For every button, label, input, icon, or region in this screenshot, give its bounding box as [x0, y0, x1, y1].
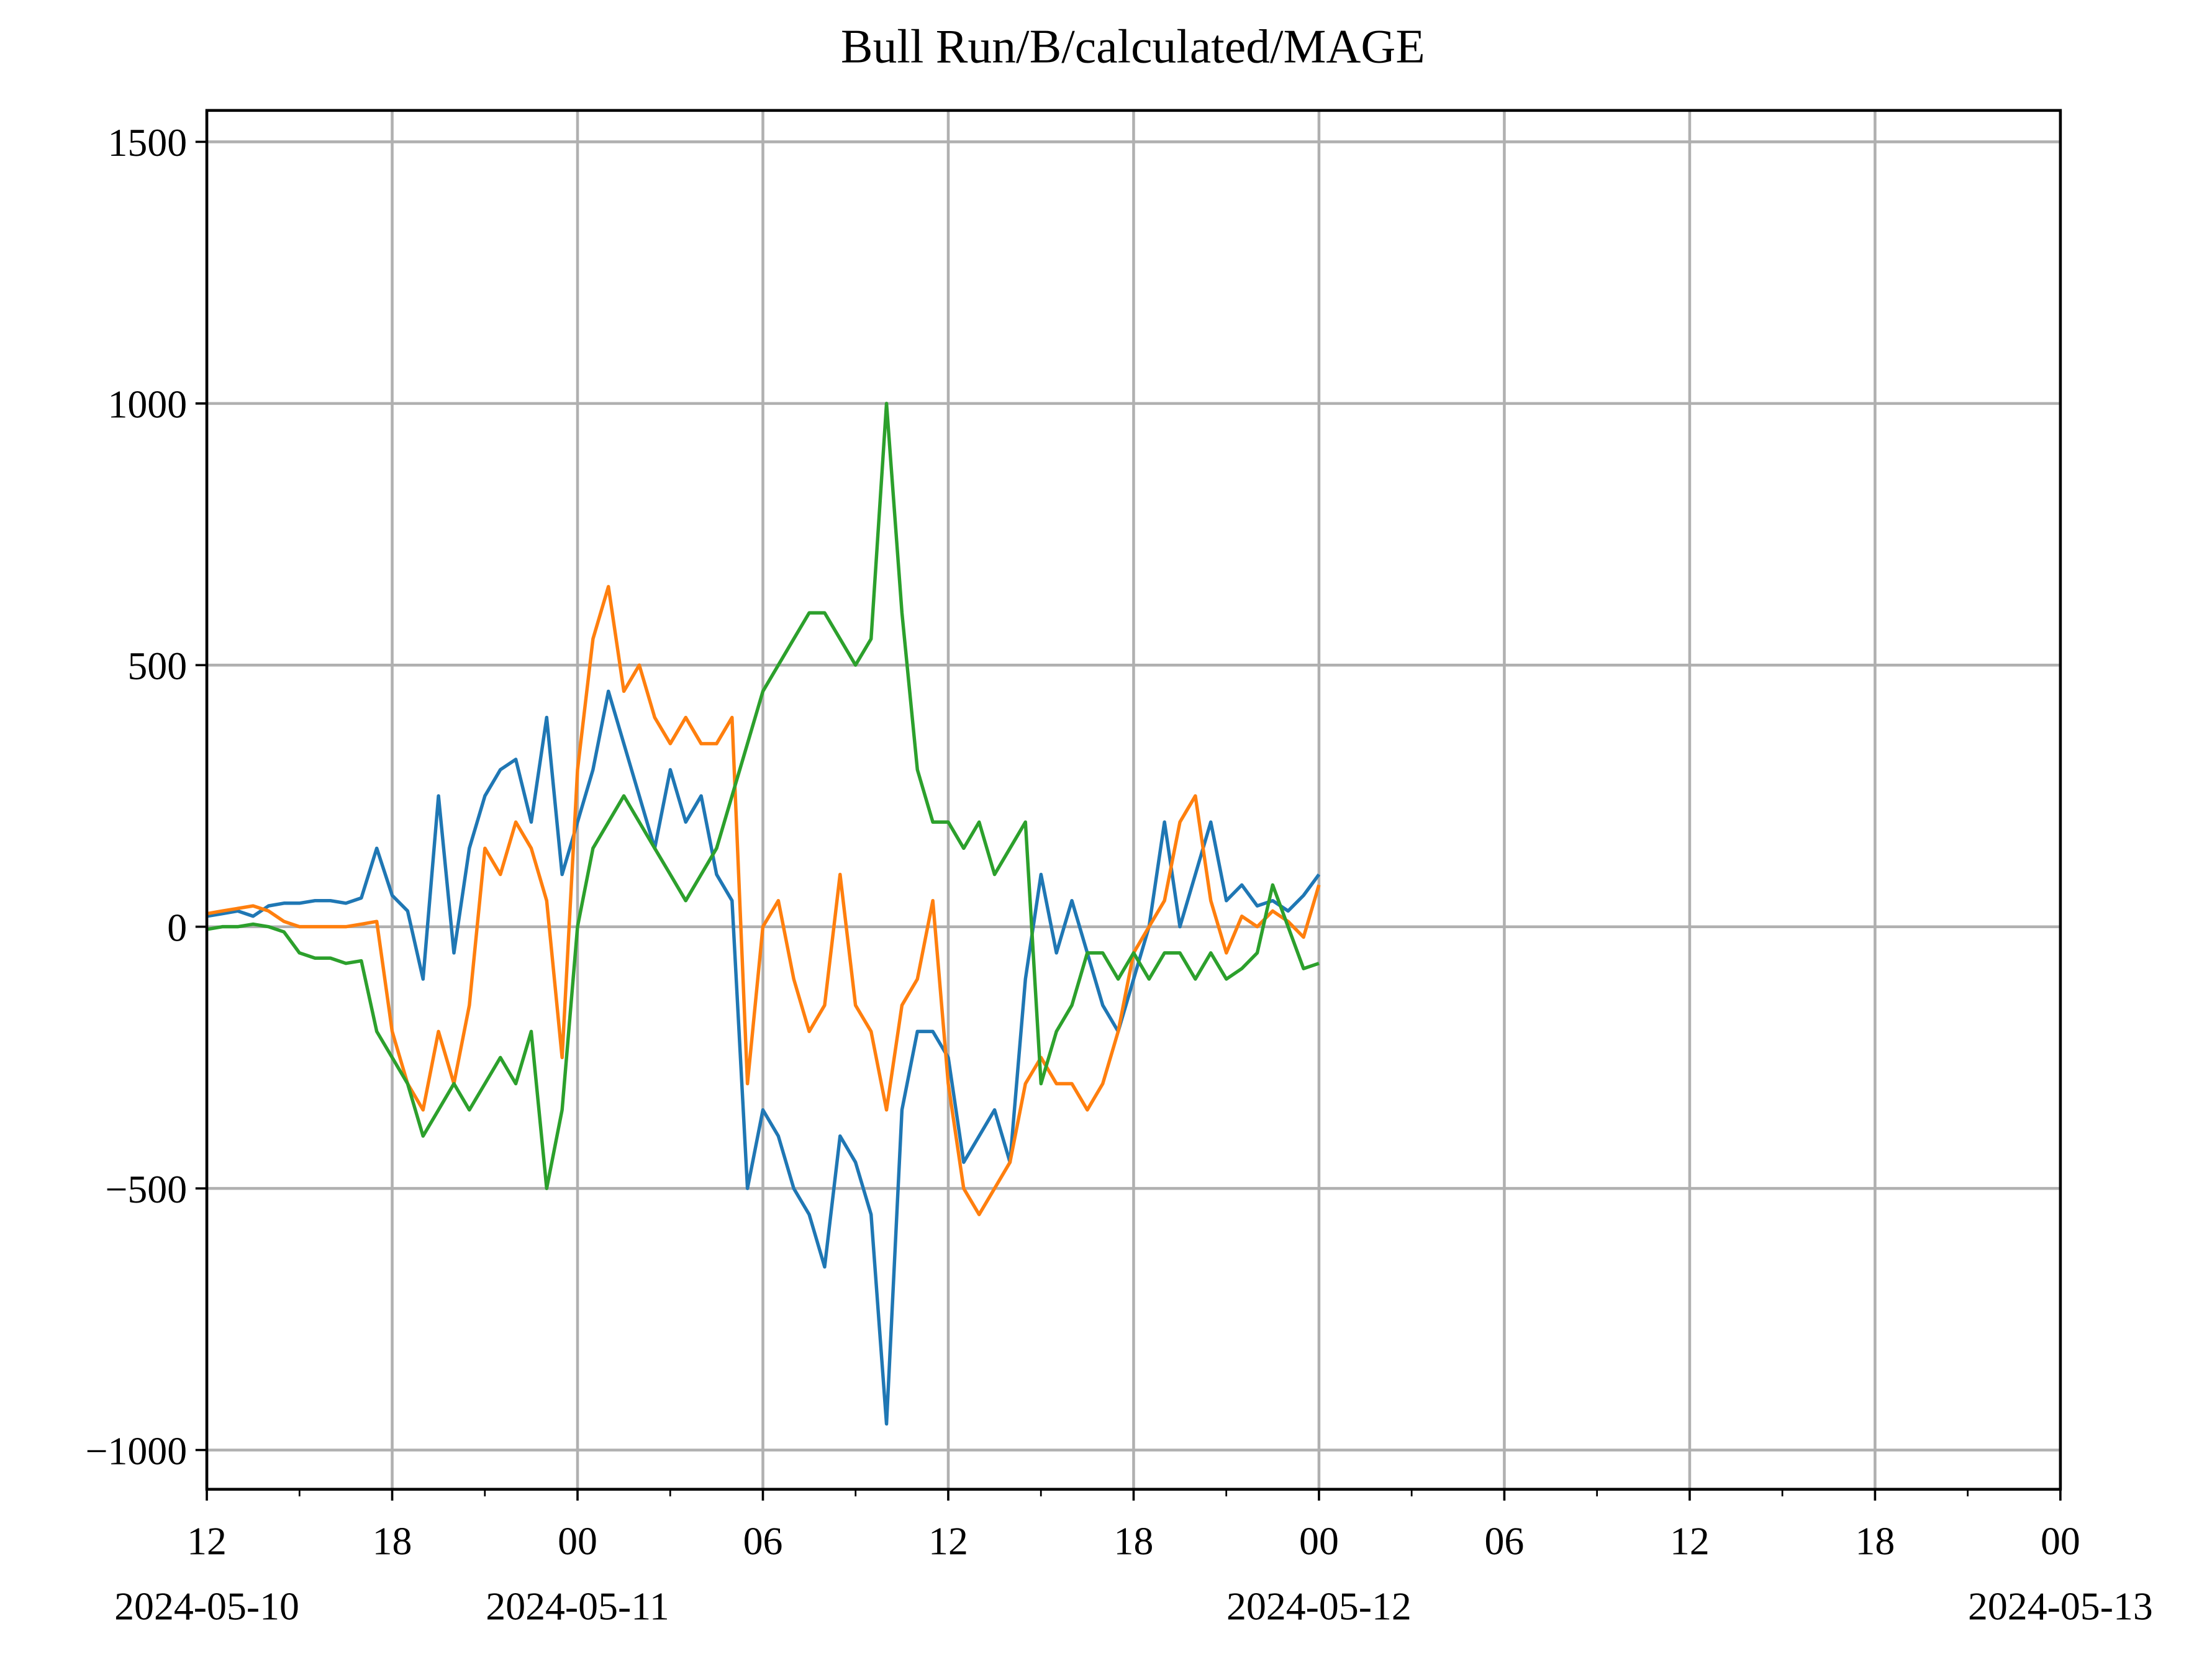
x-tick-label: 00: [2041, 1519, 2080, 1563]
chart-title: Bull Run/B/calculated/MAGE: [841, 19, 1425, 73]
x-tick-label: 00: [1299, 1519, 1339, 1563]
x-tick-label: 12: [1670, 1519, 1710, 1563]
x-tick-label: 12: [187, 1519, 227, 1563]
series-line: [206, 689, 1321, 1426]
x-tick-label: 00: [558, 1519, 597, 1563]
x-tick-date: 2024-05-12: [1226, 1584, 1412, 1628]
y-tick-label: 1500: [107, 120, 187, 165]
y-tick-label: −1000: [85, 1429, 187, 1473]
x-tick-label: 18: [373, 1519, 412, 1563]
y-tick-label: 500: [127, 644, 187, 688]
series-line: [206, 402, 1320, 1190]
x-tick-date: 2024-05-13: [1968, 1584, 2153, 1628]
y-tick-label: −500: [105, 1167, 187, 1211]
plot-frame: [205, 109, 2062, 1491]
x-tick-label: 06: [1485, 1519, 1525, 1563]
x-tick-label: 06: [743, 1519, 783, 1563]
x-tick-date: 2024-05-11: [486, 1584, 669, 1628]
x-tick-date: 2024-05-10: [114, 1584, 299, 1628]
x-tick-label: 18: [1114, 1519, 1154, 1563]
x-tick-label: 18: [1855, 1519, 1895, 1563]
grid: [205, 110, 2062, 1489]
y-tick-label: 0: [167, 906, 187, 950]
y-tick-label: 1000: [107, 382, 187, 427]
x-tick-label: 12: [928, 1519, 968, 1563]
